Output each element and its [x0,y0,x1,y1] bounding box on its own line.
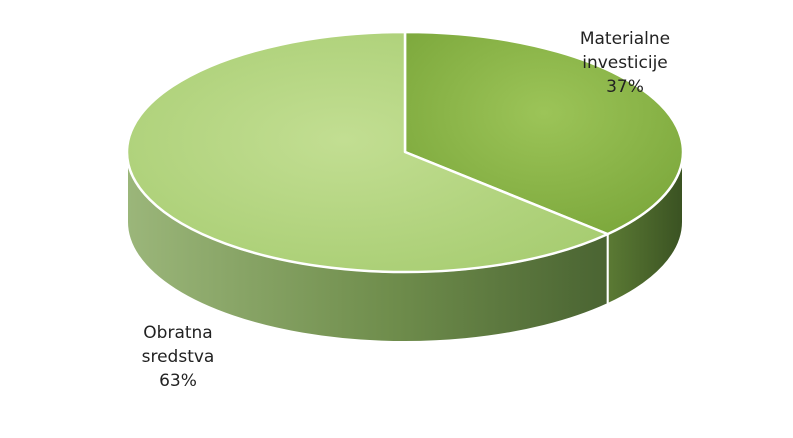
data-label-percent: 37% [606,77,644,97]
data-label-line: Materialne [580,29,670,49]
data-label-line: investicije [582,53,668,73]
data-label-line: Obratna [143,323,212,343]
pie-slice-2 [125,30,609,274]
data-label-percent: 63% [159,371,197,391]
data-label-line: sredstva [142,347,215,367]
data-label-2: Obratna sredstva 63% [142,323,215,391]
pie-slice-1 [403,30,685,236]
data-label-1: Materialne investicije 37% [580,29,670,97]
